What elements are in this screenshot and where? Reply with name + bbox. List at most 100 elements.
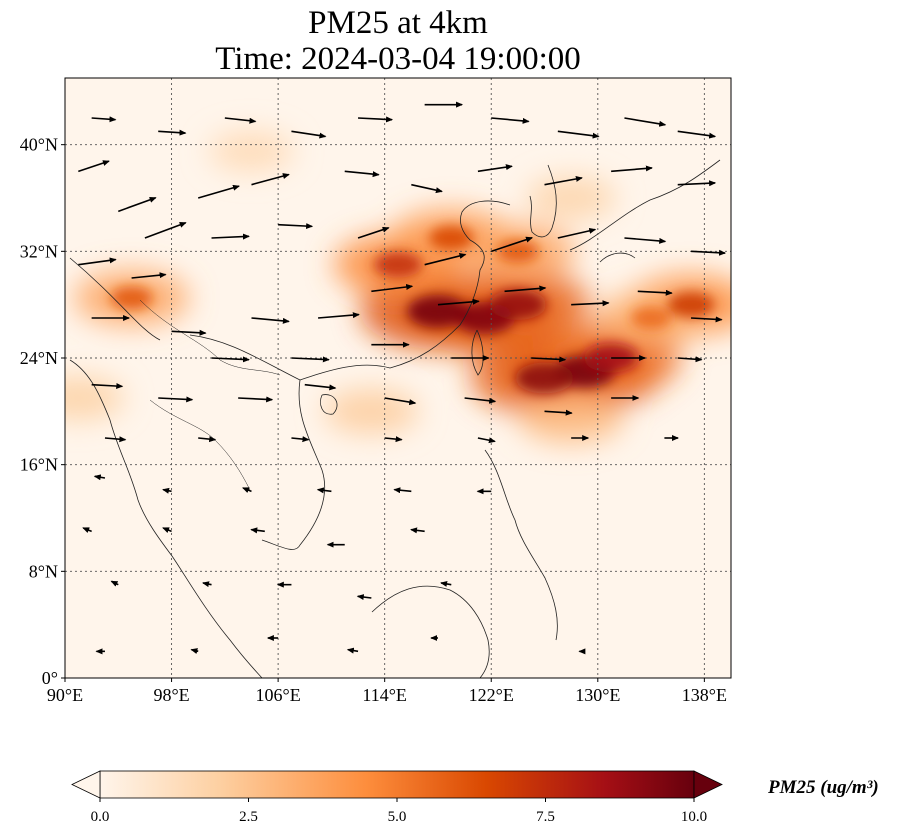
wind-vector	[78, 160, 110, 173]
map-title-line2: Time: 2024-03-04 19:00:00	[215, 41, 581, 77]
wind-vector	[304, 383, 337, 391]
coastlines	[69, 159, 721, 678]
pm25-core-7	[428, 225, 474, 251]
wind-vector	[677, 130, 717, 139]
pm25-plume-15	[208, 131, 294, 172]
lon-tick-label: 98°E	[153, 685, 189, 705]
wind-vector	[91, 383, 124, 390]
lat-tick-label: 40°N	[20, 135, 58, 155]
coastline-philippines	[484, 449, 558, 641]
wind-vector	[557, 227, 597, 239]
wind-vector	[424, 253, 467, 266]
wind-vector	[251, 173, 290, 186]
wind-vector	[691, 249, 727, 256]
colorbar-tick-label: 7.5	[536, 809, 555, 825]
map-title-line1: PM25 at 4km	[308, 5, 488, 41]
wind-vector	[242, 487, 252, 493]
wind-vector	[371, 284, 414, 293]
wind-vectors	[78, 101, 727, 655]
pm25-core-4	[515, 362, 574, 394]
wind-vector	[544, 175, 583, 186]
coastline-hainan	[320, 394, 338, 415]
coastline-indochina	[69, 359, 326, 678]
wind-vector	[158, 396, 194, 403]
lon-tick-label: 106°E	[256, 685, 301, 705]
pm25-core-6	[373, 251, 423, 278]
wind-vector	[410, 527, 425, 534]
lat-tick-label: 8°N	[29, 561, 58, 581]
wind-vector	[393, 487, 412, 494]
wind-vector	[571, 300, 610, 307]
wind-vector	[544, 409, 573, 416]
wind-vector	[118, 196, 157, 213]
colorbar-gradient	[99, 770, 695, 799]
wind-vector	[637, 289, 673, 296]
wind-vector	[531, 356, 567, 363]
lon-tick-label: 130°E	[575, 685, 620, 705]
wind-vector	[611, 165, 653, 173]
colorbar-label: PM25 (ug/m³)	[767, 777, 879, 798]
wind-vector	[291, 436, 310, 443]
lon-tick-label: 114°E	[362, 685, 407, 705]
wind-vector	[171, 329, 207, 336]
lat-tick-label: 16°N	[20, 455, 58, 475]
lon-tick-label: 90°E	[47, 685, 83, 705]
wind-vector	[440, 580, 452, 587]
wind-vector	[202, 581, 212, 588]
wind-vector	[504, 285, 547, 293]
colorbar-extend-max	[693, 770, 723, 799]
colorbar-tick-label: 10.0	[681, 809, 707, 825]
wind-vector	[677, 180, 717, 187]
wind-vector	[411, 183, 443, 194]
wind-vector	[224, 117, 257, 124]
axis-ticks: 90°E 98°E 106°E 114°E 122°E 130°E 138°E 0° 8°N 16…	[20, 135, 727, 705]
lat-tick-label: 0°	[42, 668, 58, 688]
wind-vector	[93, 474, 106, 481]
pm25-core-12	[110, 286, 153, 310]
wind-vector	[162, 527, 172, 533]
pm25-core-2	[489, 289, 547, 320]
wind-vector	[384, 436, 403, 443]
colorbar: 0.0 2.5 5.0 7.5 10.0 PM25 (ug/m³)	[71, 770, 879, 825]
lat-tick-label: 24°N	[20, 348, 58, 368]
wind-vector	[197, 184, 240, 199]
colorbar-tick-label: 5.0	[388, 809, 407, 825]
wind-vector	[557, 130, 600, 139]
wind-vector	[344, 170, 380, 178]
coastline-taiwan	[471, 329, 484, 376]
lon-tick-label: 138°E	[682, 685, 727, 705]
coastline-borneo	[371, 585, 490, 678]
wind-vector	[82, 527, 92, 533]
wind-vector	[162, 487, 172, 494]
wind-vector	[250, 527, 265, 534]
wind-vector	[490, 236, 533, 253]
wind-vector	[78, 257, 117, 266]
wind-vector	[131, 272, 167, 279]
coastline-japan	[569, 159, 721, 263]
wind-vector	[358, 116, 394, 123]
wind-vector	[384, 397, 417, 406]
map-frame	[64, 77, 732, 679]
pm25-core-10	[631, 307, 672, 329]
wind-vector	[491, 117, 530, 124]
coastline-korea	[529, 164, 557, 238]
wind-vector	[357, 226, 390, 239]
wind-vector	[278, 223, 314, 230]
pm25-plume-11	[518, 392, 624, 444]
wind-vector	[291, 356, 330, 363]
wind-vector	[437, 298, 480, 306]
wind-vector	[464, 397, 497, 404]
colorbar-tick-label: 0.0	[91, 809, 110, 825]
wind-vector	[211, 233, 250, 240]
wind-vector	[190, 648, 199, 654]
wind-vector	[477, 437, 496, 444]
wind-vector	[677, 356, 703, 363]
wind-vector	[238, 396, 274, 403]
coastline-china	[69, 200, 511, 381]
pm25-plume-14	[323, 388, 419, 435]
wind-vector	[690, 316, 723, 323]
wind-vector	[144, 221, 187, 239]
pm25-plume-16	[526, 176, 617, 220]
pm25-plume-13	[65, 376, 125, 420]
